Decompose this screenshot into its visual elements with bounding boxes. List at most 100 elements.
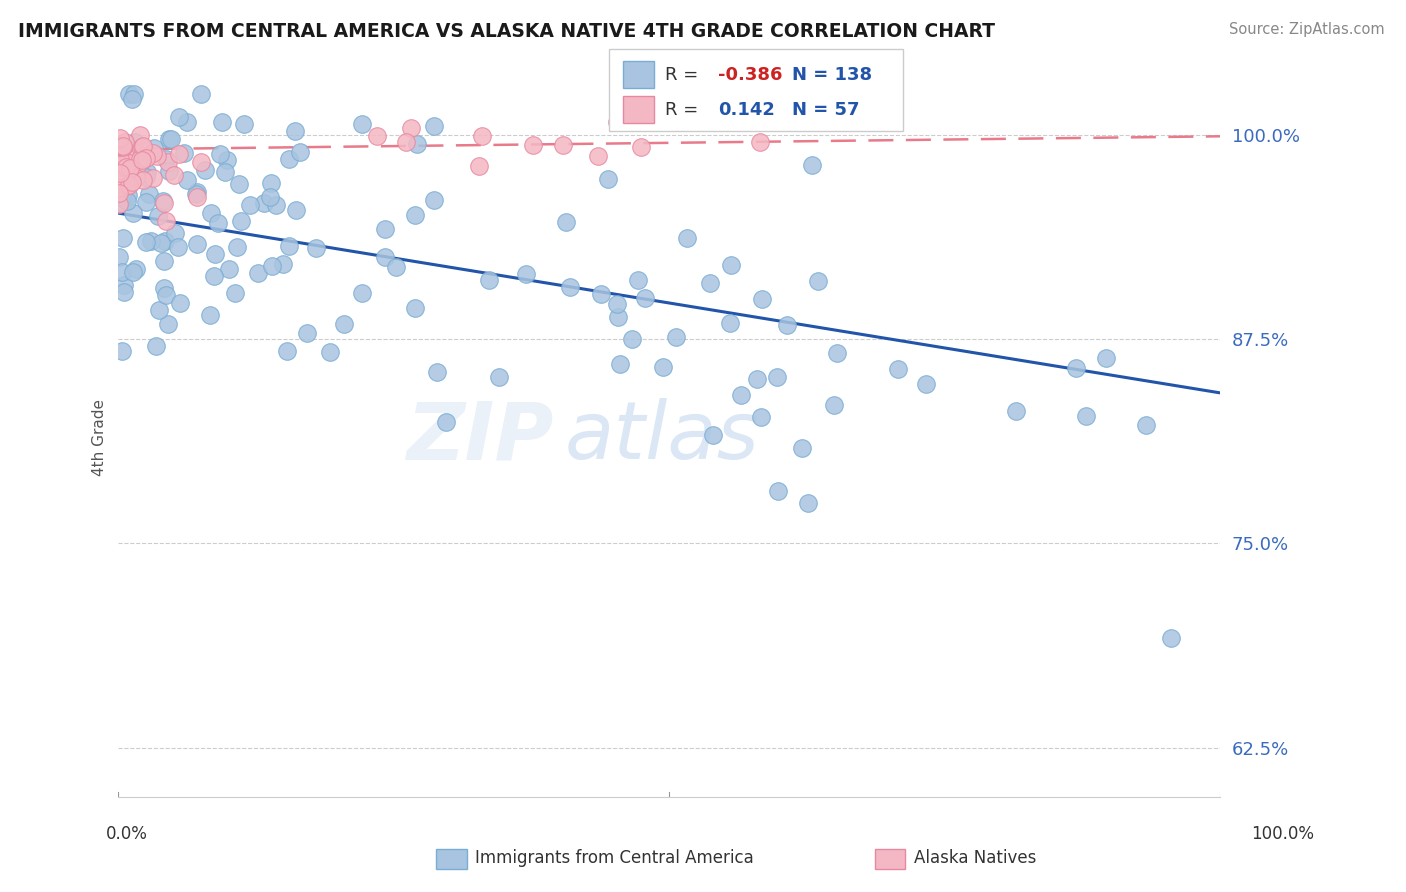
- Y-axis label: 4th Grade: 4th Grade: [93, 399, 107, 475]
- Point: [766, 370, 789, 384]
- Point: [111, 190, 134, 204]
- Point: [350, 117, 373, 131]
- Point: [131, 153, 153, 167]
- Point: [471, 129, 494, 144]
- Point: [108, 147, 131, 161]
- Text: 0.0%: 0.0%: [105, 825, 148, 843]
- Point: [120, 161, 142, 176]
- Point: [333, 318, 356, 332]
- Point: [630, 140, 652, 154]
- Point: [152, 194, 174, 209]
- Point: [319, 344, 342, 359]
- Point: [169, 147, 191, 161]
- Point: [138, 187, 160, 202]
- Point: [224, 286, 246, 301]
- Point: [114, 150, 136, 164]
- Point: [122, 265, 145, 279]
- Point: [159, 132, 181, 146]
- Point: [626, 273, 648, 287]
- Text: R =: R =: [665, 66, 704, 84]
- Text: Alaska Natives: Alaska Natives: [914, 849, 1036, 867]
- Point: [488, 369, 510, 384]
- Point: [135, 169, 157, 184]
- Point: [108, 250, 131, 264]
- Point: [155, 214, 177, 228]
- Point: [233, 117, 256, 131]
- Point: [751, 292, 773, 306]
- Point: [111, 158, 134, 172]
- Point: [186, 185, 208, 199]
- Point: [730, 388, 752, 402]
- Point: [749, 409, 772, 424]
- Point: [111, 141, 134, 155]
- Point: [132, 139, 155, 153]
- Point: [112, 278, 135, 293]
- Point: [823, 398, 845, 412]
- Point: [146, 209, 169, 223]
- Point: [352, 286, 374, 301]
- Point: [720, 258, 742, 272]
- Point: [825, 346, 848, 360]
- Point: [1076, 409, 1098, 423]
- Point: [115, 194, 138, 208]
- Point: [290, 145, 312, 159]
- Point: [155, 235, 177, 249]
- Point: [215, 153, 238, 167]
- Point: [132, 173, 155, 187]
- Point: [115, 161, 138, 175]
- Point: [796, 496, 818, 510]
- Point: [1004, 404, 1026, 418]
- Point: [423, 119, 446, 133]
- Text: atlas: atlas: [565, 398, 759, 476]
- Point: [1160, 631, 1182, 645]
- Point: [186, 236, 208, 251]
- Point: [1135, 418, 1157, 433]
- Point: [115, 179, 138, 194]
- Point: [129, 128, 152, 143]
- Point: [264, 198, 287, 212]
- Point: [253, 196, 276, 211]
- Point: [146, 149, 169, 163]
- Point: [589, 287, 612, 301]
- Point: [128, 155, 150, 169]
- Point: [226, 240, 249, 254]
- Point: [184, 186, 207, 201]
- Point: [150, 236, 173, 251]
- Point: [915, 376, 938, 391]
- Point: [190, 154, 212, 169]
- Point: [776, 318, 799, 332]
- Point: [204, 246, 226, 260]
- Point: [153, 196, 176, 211]
- Point: [131, 140, 153, 154]
- Point: [211, 115, 233, 129]
- Text: N = 138: N = 138: [792, 66, 872, 84]
- Point: [176, 114, 198, 128]
- Point: [792, 442, 814, 456]
- Point: [1064, 360, 1087, 375]
- Point: [108, 197, 131, 211]
- Point: [634, 291, 657, 305]
- Point: [141, 235, 163, 249]
- Text: Immigrants from Central America: Immigrants from Central America: [475, 849, 754, 867]
- Point: [586, 148, 609, 162]
- Point: [373, 250, 395, 264]
- Text: R =: R =: [665, 101, 710, 120]
- Point: [156, 317, 179, 331]
- Point: [142, 140, 165, 154]
- Point: [145, 339, 167, 353]
- Point: [271, 257, 294, 271]
- Point: [118, 87, 141, 101]
- Point: [194, 163, 217, 178]
- Point: [406, 137, 429, 152]
- Point: [125, 170, 148, 185]
- Point: [278, 239, 301, 253]
- Point: [108, 166, 131, 180]
- Point: [284, 203, 307, 218]
- Point: [478, 273, 501, 287]
- Text: IMMIGRANTS FROM CENTRAL AMERICA VS ALASKA NATIVE 4TH GRADE CORRELATION CHART: IMMIGRANTS FROM CENTRAL AMERICA VS ALASK…: [18, 22, 995, 41]
- Point: [118, 178, 141, 192]
- Point: [173, 146, 195, 161]
- Point: [1095, 351, 1118, 365]
- Point: [122, 87, 145, 101]
- Point: [135, 194, 157, 209]
